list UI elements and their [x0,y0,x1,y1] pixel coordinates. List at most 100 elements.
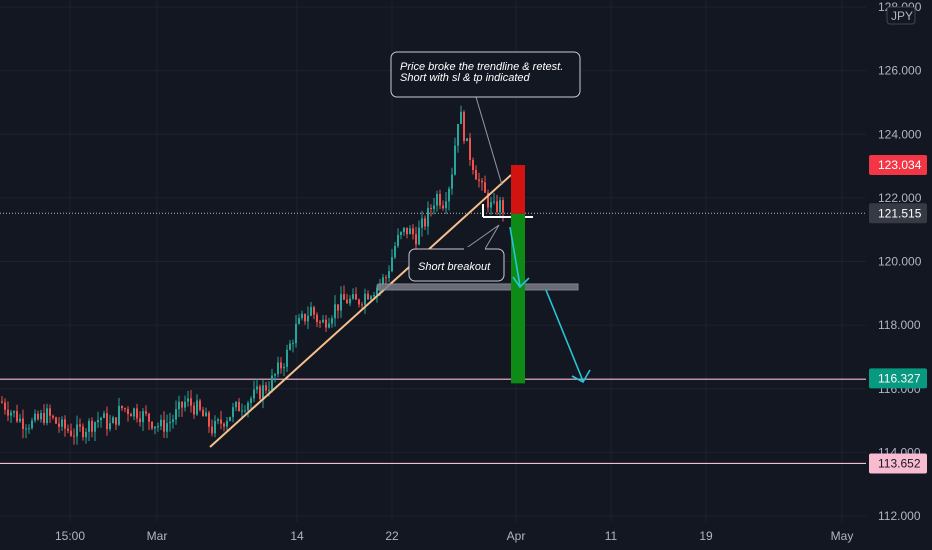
candle-body [289,343,291,350]
callout-box-top[interactable] [390,51,581,98]
price-tag-label: 121.515 [878,206,922,220]
candle-body [166,423,168,432]
candle-body [391,257,393,272]
candle-body [340,294,342,311]
candle-body [70,430,72,436]
x-axis-tick-label: 11 [605,529,618,543]
candle-body [184,401,186,408]
candle-body [46,408,48,424]
candle-body [130,414,132,417]
candle-body [424,218,426,227]
candle-body [262,385,264,399]
candle-body [43,413,45,424]
x-axis-tick-label: Apr [507,529,526,543]
candle-body [88,420,90,432]
projection-arrow-2-head [571,369,591,384]
candle-body [115,417,117,425]
candle-body [106,413,108,430]
candle-body [271,375,273,391]
candle-body [199,400,201,410]
candle-body [34,413,36,421]
candle-body [331,318,333,324]
candle-body [193,405,195,415]
candle-body [154,426,156,429]
candle-body [442,205,444,209]
projection-arrow-2[interactable] [545,289,584,382]
candle-body [322,319,324,323]
candle-body [364,293,366,305]
candle-body [280,362,282,369]
candle-body [295,323,297,344]
candle-body [283,366,285,369]
candle-body [361,304,363,306]
price-tag[interactable] [869,203,927,224]
projection-arrow-1[interactable] [509,226,521,287]
candle-body [325,319,327,328]
candle-body [376,287,378,295]
candle-body [97,420,99,423]
candle-body [118,405,120,425]
candle-body [142,411,144,423]
candle-body [436,194,438,206]
candle-body [403,227,405,233]
x-axis-tick-label: May [831,529,854,543]
candle-body [121,405,123,409]
candle-body [205,412,207,417]
take-profit-zone[interactable] [511,213,525,384]
candle-body [235,401,237,408]
candle-body [292,343,294,345]
price-tag[interactable] [869,154,927,175]
candle-body [67,428,69,431]
candle-body [445,201,447,209]
candle-body [37,413,39,420]
candle-body [355,294,357,300]
trendline[interactable] [209,174,512,448]
y-axis-tick-label: 126.000 [878,64,922,78]
candle-body [259,386,261,399]
candle-body [25,428,27,430]
candle-body [394,245,396,258]
currency-badge[interactable] [886,6,916,25]
candle-body [247,402,249,411]
candle-body [58,423,60,427]
candle-body [49,408,51,416]
candle-body [238,401,240,412]
candle-body [418,227,420,245]
candle-body [388,271,390,279]
candle-body [148,413,150,422]
candle-body [433,205,435,209]
candle-body [397,234,399,246]
stop-loss-zone[interactable] [511,164,525,214]
candle-body [169,421,171,424]
candle-body [466,138,468,142]
candle-body [19,418,21,422]
candle-body [415,234,417,245]
x-axis-tick-label: 22 [385,529,399,543]
candle-body [352,294,354,299]
candle-body [343,294,345,300]
candle-body [286,349,288,367]
callout-box-short-breakout[interactable] [408,248,505,282]
candle-body [145,411,147,414]
candle-body [460,111,462,124]
candle-body [178,401,180,410]
x-axis-tick-label: 19 [699,529,713,543]
candle-body [349,298,351,304]
candle-body [277,362,279,375]
candle-body [385,277,387,279]
candle-body [172,419,174,422]
x-axis-tick-label: 15:00 [55,529,85,543]
candle-body [310,307,312,316]
x-axis-tick-label: 14 [290,529,304,543]
callout-text-line: Price broke the trendline & retest. [400,61,563,73]
candle-body [319,322,321,324]
currency-label: JPY [891,9,913,23]
retest-zone[interactable] [377,283,579,291]
price-tag[interactable] [869,453,927,474]
candle-body [451,174,453,189]
candle-body [196,400,198,415]
price-tag[interactable] [869,368,927,389]
candle-body [226,420,228,427]
callout-pointer-mask [464,247,485,251]
